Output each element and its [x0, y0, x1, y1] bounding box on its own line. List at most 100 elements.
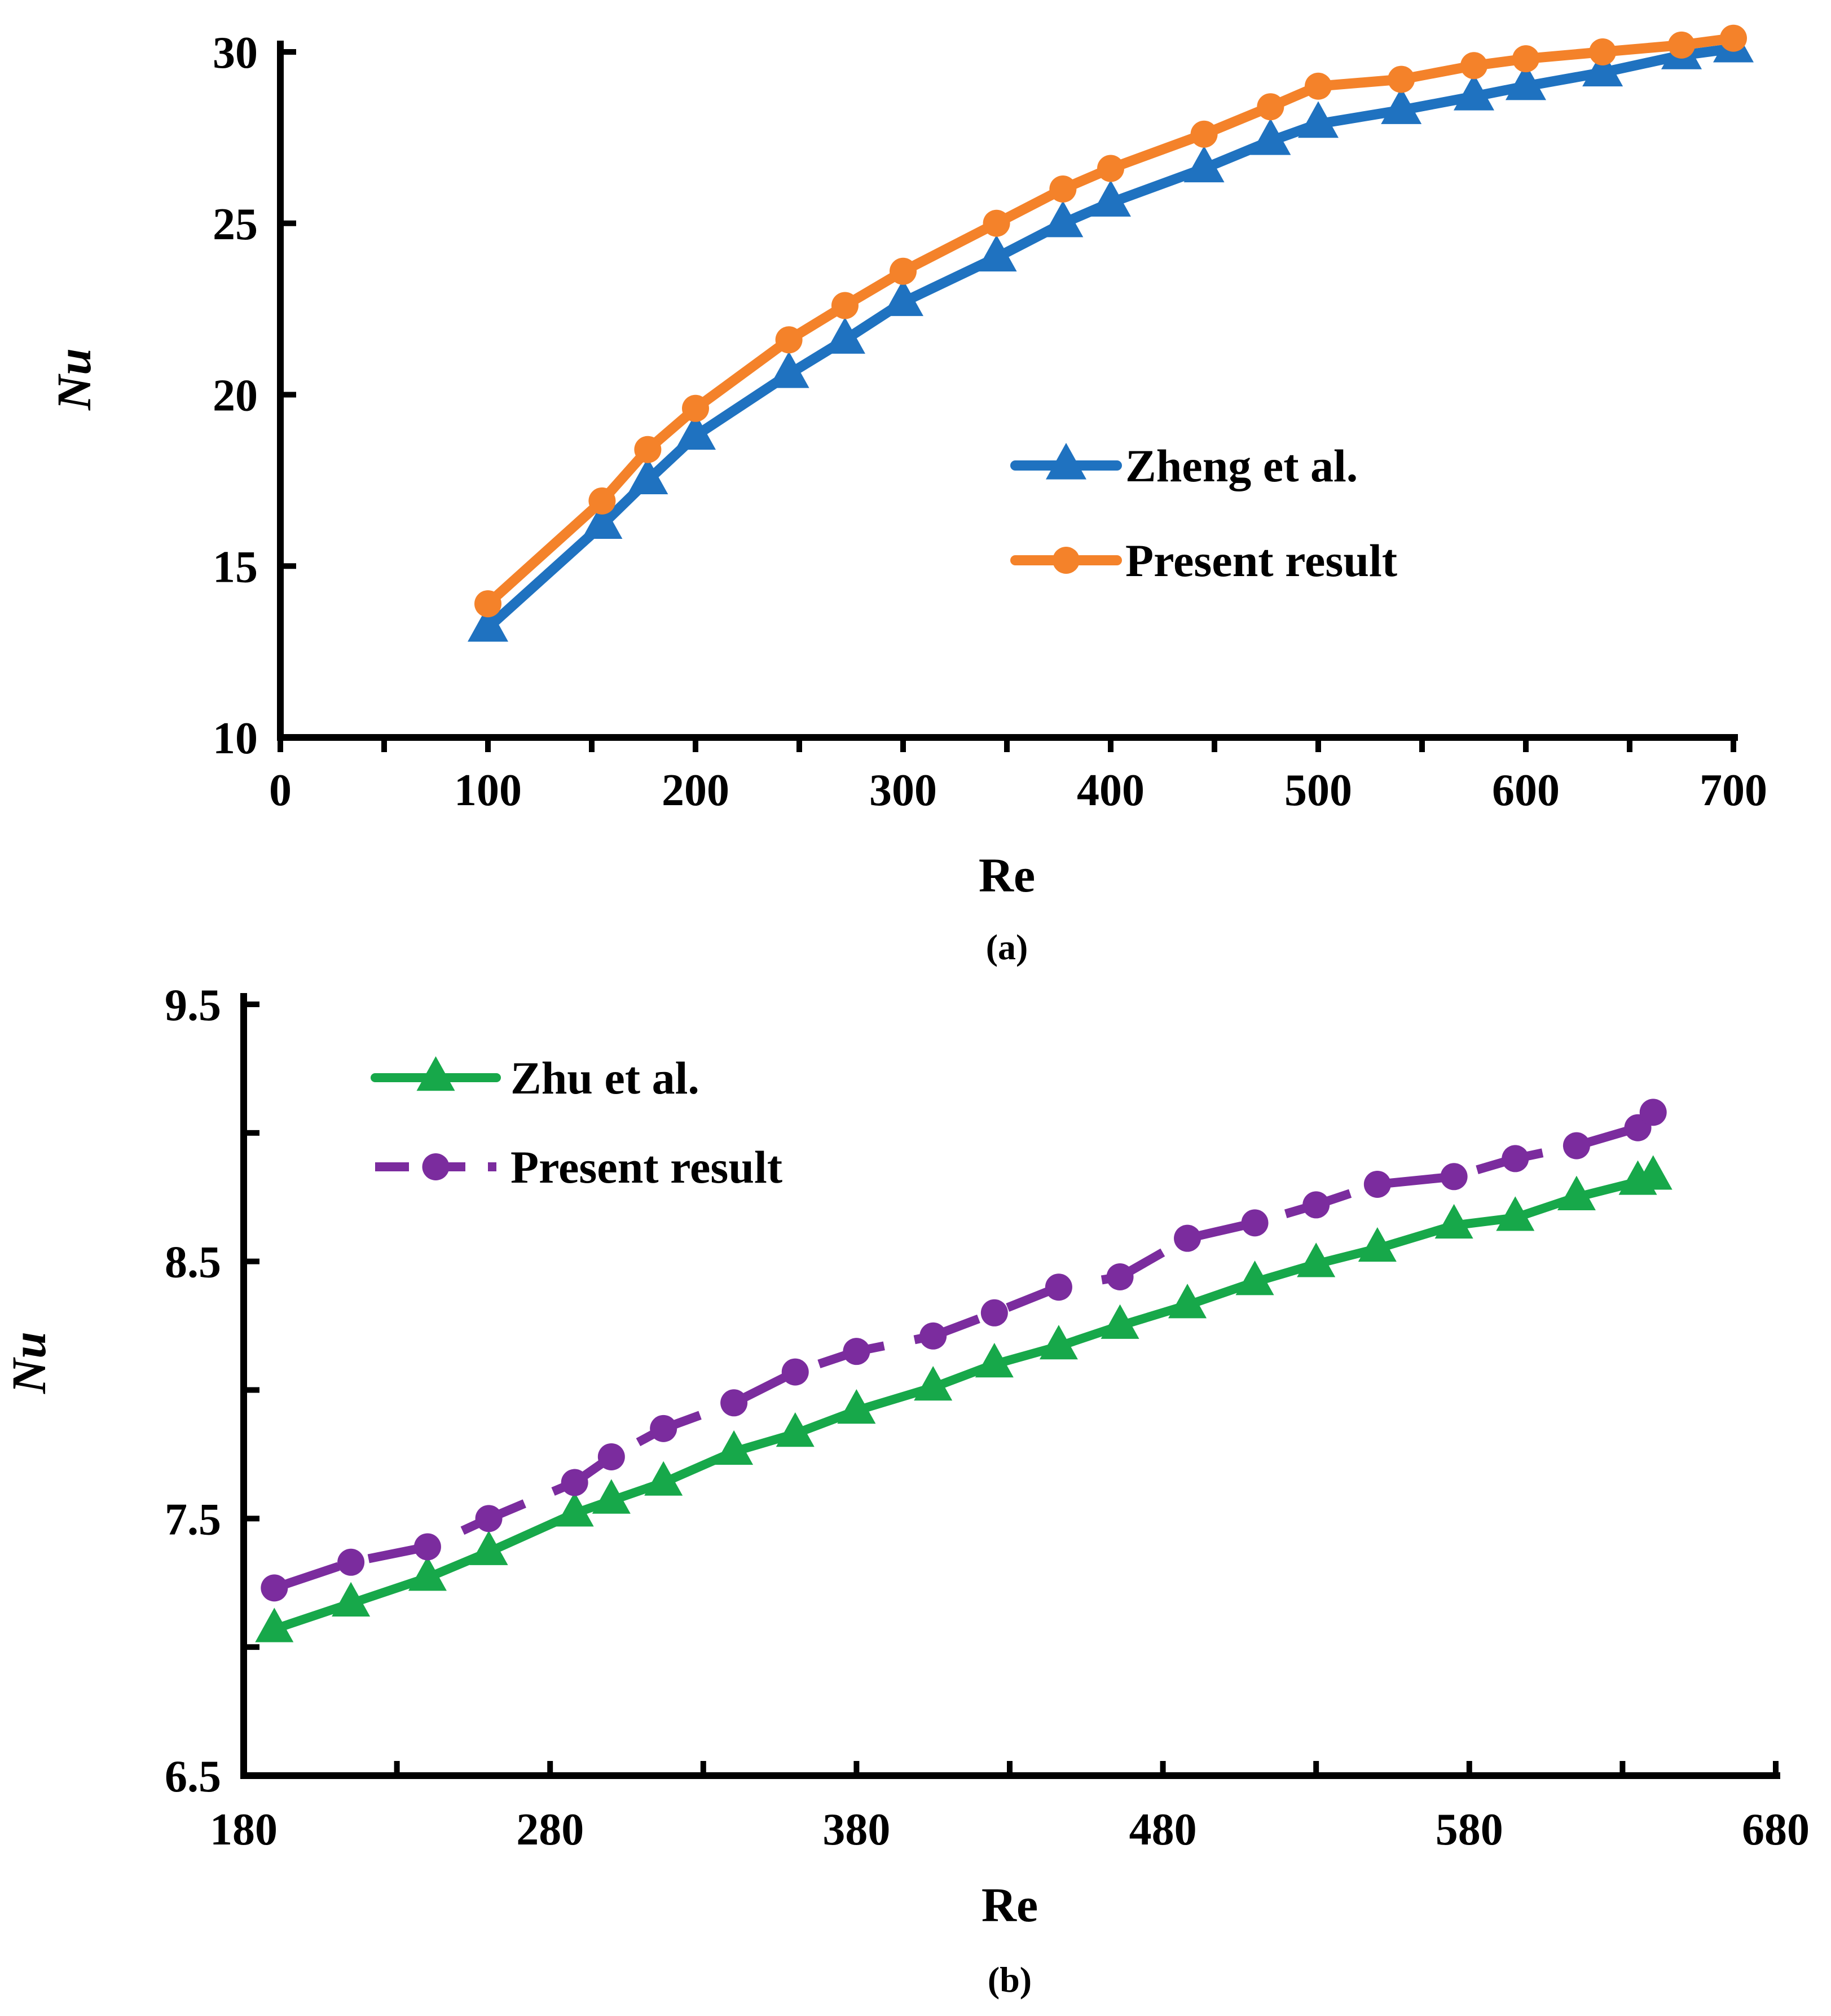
x-tick-label: 700: [1700, 766, 1767, 815]
data-point-circle: [1190, 120, 1218, 148]
series-circle-1: [474, 24, 1747, 618]
x-tick-label: 400: [1077, 766, 1145, 815]
data-point-triangle: [255, 1607, 294, 1642]
x-axis-title: Re: [981, 1878, 1038, 1932]
legend-marker-triangle: [416, 1056, 455, 1091]
data-point-triangle: [776, 1412, 815, 1447]
data-point-triangle: [715, 1430, 754, 1465]
panel-caption: (b): [988, 1960, 1032, 2000]
data-point-triangle: [675, 413, 716, 450]
data-point-circle: [1363, 1170, 1391, 1198]
data-point-triangle: [914, 1365, 953, 1401]
x-tick-label: 180: [210, 1805, 278, 1855]
data-point-circle: [413, 1533, 441, 1561]
data-point-circle: [1440, 1163, 1468, 1191]
data-point-circle: [1502, 1145, 1529, 1172]
data-point-circle: [1305, 72, 1332, 100]
data-point-triangle: [1101, 1304, 1139, 1339]
data-point-triangle: [1168, 1284, 1207, 1319]
data-point-triangle: [468, 605, 508, 642]
panel-a-chart: 0 100 200 300 400 500 600 700 10 15 20 25 30 Re Nu (a) Z…: [47, 24, 1767, 967]
data-point-triangle: [1090, 180, 1131, 217]
data-point-circle: [1174, 1224, 1201, 1252]
data-point-triangle: [1557, 1175, 1596, 1211]
x-tick-label: 0: [269, 766, 292, 815]
y-tick-label: 25: [213, 200, 258, 249]
data-point-triangle: [768, 351, 809, 388]
data-point-circle: [1097, 155, 1124, 182]
y-axis-title: Nu: [47, 348, 101, 411]
series-line: [483, 43, 1738, 633]
data-point-circle: [261, 1574, 288, 1602]
x-tick-label: 100: [454, 766, 522, 815]
x-tick-label: 280: [516, 1805, 584, 1855]
data-point-circle: [588, 487, 616, 515]
legend-label: Zheng et al.: [1125, 440, 1358, 491]
x-tick-label: 300: [869, 766, 937, 815]
data-point-circle: [475, 1505, 503, 1532]
data-point-circle: [1512, 45, 1539, 73]
data-point-circle: [919, 1322, 947, 1350]
data-point-circle: [634, 436, 662, 463]
x-tick-label: 380: [822, 1805, 890, 1855]
x-tick-label: 500: [1284, 766, 1352, 815]
panel-b-chart: 180 280 380 480 580 680 6.5 7.5 8.5 9.5 Re Nu (b) Zhu…: [2, 981, 1810, 2000]
data-point-circle: [831, 292, 859, 319]
data-point-circle: [890, 257, 917, 285]
data-point-circle: [1049, 175, 1077, 203]
data-point-circle: [561, 1469, 588, 1496]
legend-marker-circle: [422, 1153, 450, 1180]
data-point-circle: [720, 1389, 748, 1417]
data-point-circle: [980, 1299, 1008, 1327]
data-point-triangle: [627, 458, 668, 494]
data-point-circle: [682, 394, 709, 422]
data-point-circle: [1668, 31, 1695, 59]
y-tick-label: 10: [213, 714, 258, 763]
data-point-circle: [1589, 38, 1617, 65]
data-point-triangle: [582, 502, 623, 539]
series-line: [483, 33, 1738, 609]
data-point-triangle: [1582, 50, 1623, 87]
legend-label: Present result: [1125, 535, 1397, 586]
x-axis-title: Re: [979, 848, 1035, 902]
series-triangle-0: [468, 25, 1754, 642]
data-point-circle: [1460, 52, 1487, 80]
data-point-triangle: [1235, 1260, 1274, 1295]
data-point-circle: [650, 1415, 677, 1442]
legend-label: Present result: [510, 1141, 782, 1193]
data-point-circle: [775, 326, 803, 354]
data-point-circle: [1241, 1209, 1269, 1237]
y-tick-label: 9.5: [165, 981, 221, 1030]
y-tick-label: 20: [213, 371, 258, 421]
data-point-triangle: [1039, 1325, 1078, 1360]
data-point-circle: [1388, 65, 1415, 93]
legend-label: Zhu et al.: [510, 1052, 699, 1104]
data-point-triangle: [1434, 1204, 1473, 1239]
data-point-circle: [337, 1548, 365, 1576]
legend-marker-triangle: [1046, 442, 1086, 480]
x-tick-label: 580: [1436, 1805, 1503, 1855]
y-tick-label: 7.5: [165, 1495, 221, 1544]
data-point-circle: [781, 1358, 809, 1386]
data-point-triangle: [408, 1556, 447, 1591]
data-point-triangle: [1496, 1196, 1535, 1231]
x-tick-label: 600: [1492, 766, 1560, 815]
data-point-triangle: [837, 1389, 876, 1424]
y-tick-label: 30: [213, 28, 258, 78]
y-tick-label: 6.5: [165, 1752, 221, 1802]
data-point-triangle: [555, 1492, 594, 1527]
data-point-circle: [474, 590, 501, 618]
data-point-circle: [597, 1443, 625, 1470]
data-point-triangle: [1358, 1227, 1397, 1262]
data-point-triangle: [1042, 200, 1084, 238]
x-tick-label: 680: [1742, 1805, 1810, 1855]
series-circle-1: [261, 1099, 1667, 1602]
legend-marker-circle: [1053, 547, 1080, 574]
x-tick-label: 480: [1129, 1805, 1197, 1855]
data-point-triangle: [1506, 63, 1546, 100]
y-tick-label: 8.5: [165, 1238, 221, 1288]
data-point-triangle: [1297, 1242, 1336, 1277]
data-point-triangle: [469, 1530, 508, 1565]
data-point-triangle: [975, 1342, 1014, 1378]
